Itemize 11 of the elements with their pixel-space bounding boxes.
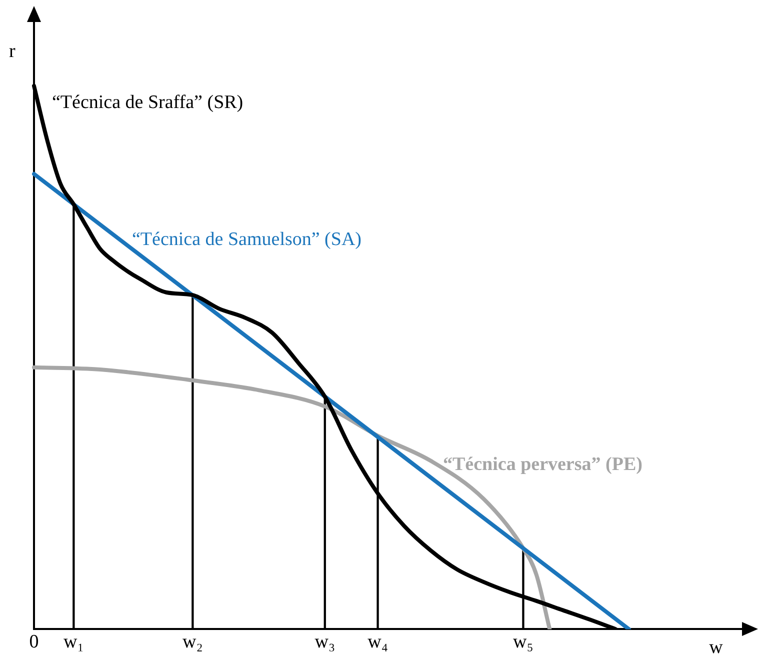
x-tick-label: w₄ [368, 632, 388, 653]
y-axis-title: r [9, 40, 16, 62]
x-tick-label: w₃ [314, 632, 336, 653]
x-tick-label: 0 [29, 632, 39, 653]
x-axis-title: w [709, 637, 724, 658]
series-label: “Técnica de Sraffa” (SR) [52, 92, 244, 113]
x-tick-label: w₂ [182, 632, 203, 653]
series-label: “Técnica de Samuelson” (SA) [132, 228, 362, 250]
series-label: “Técnica perversa” (PE) [443, 454, 642, 475]
x-tick-label: w₁ [63, 632, 84, 653]
x-tick-label: w₅ [513, 632, 534, 653]
